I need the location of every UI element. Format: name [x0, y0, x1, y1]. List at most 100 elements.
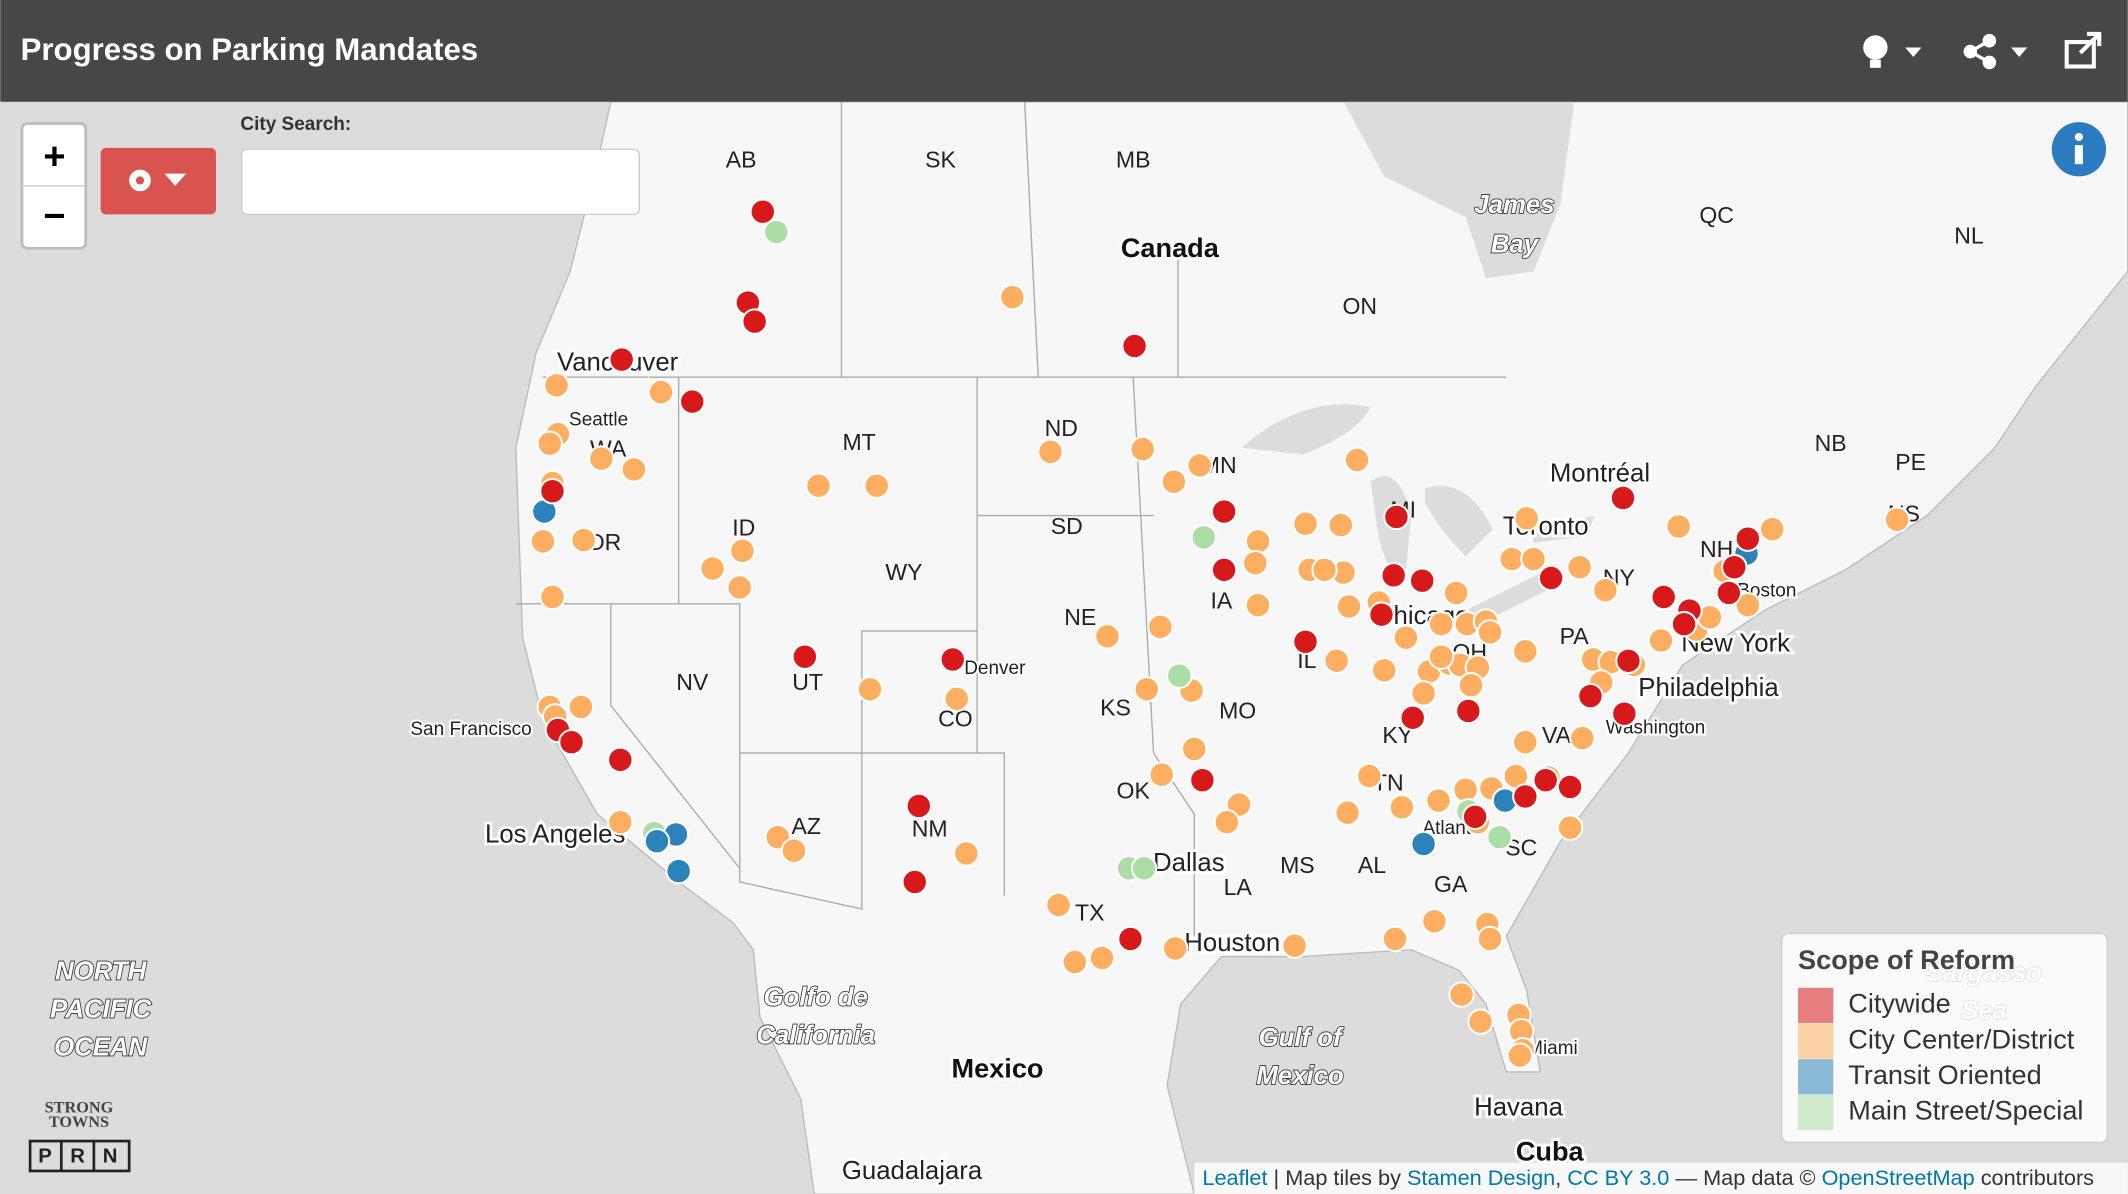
reform-marker[interactable]	[1129, 435, 1156, 463]
reform-marker[interactable]	[1133, 676, 1160, 703]
reform-marker[interactable]	[1721, 553, 1748, 581]
reform-marker[interactable]	[856, 676, 884, 703]
attribution-link[interactable]: CC BY 3.0	[1567, 1165, 1669, 1190]
reform-marker[interactable]	[1647, 627, 1675, 654]
reform-marker[interactable]	[1381, 925, 1409, 953]
reform-marker[interactable]	[1094, 623, 1121, 650]
attribution-link[interactable]: OpenStreetMap	[1822, 1165, 1975, 1190]
reform-marker[interactable]	[1148, 761, 1175, 788]
reform-marker[interactable]	[999, 283, 1026, 311]
reform-marker[interactable]	[1556, 814, 1584, 841]
reform-marker[interactable]	[749, 198, 777, 225]
reform-marker[interactable]	[1210, 556, 1238, 584]
reform-marker[interactable]	[1611, 700, 1638, 727]
reform-marker[interactable]	[1665, 513, 1692, 540]
reform-marker[interactable]	[805, 472, 832, 499]
reform-marker[interactable]	[1121, 332, 1148, 360]
reform-marker[interactable]	[1609, 484, 1637, 512]
reform-marker[interactable]	[863, 472, 890, 499]
reform-marker[interactable]	[1343, 446, 1371, 474]
reform-marker[interactable]	[620, 456, 648, 483]
reform-marker[interactable]	[679, 388, 706, 415]
reform-marker[interactable]	[1734, 525, 1762, 552]
reform-marker[interactable]	[588, 445, 615, 472]
reform-marker[interactable]	[1513, 505, 1540, 532]
reform-marker[interactable]	[1512, 638, 1539, 665]
reform-marker[interactable]	[1334, 799, 1361, 826]
reform-marker[interactable]	[1734, 591, 1762, 619]
reform-marker[interactable]	[1569, 724, 1596, 752]
reform-marker[interactable]	[1244, 528, 1272, 555]
reform-marker[interactable]	[1537, 564, 1565, 592]
reform-marker[interactable]	[1461, 803, 1489, 831]
zoom-in[interactable]: +	[43, 136, 65, 178]
reform-marker[interactable]	[1408, 567, 1436, 594]
reform-marker[interactable]	[729, 537, 756, 565]
reform-marker[interactable]	[1427, 643, 1455, 670]
reform-marker[interactable]	[1130, 855, 1158, 882]
reform-marker[interactable]	[763, 218, 790, 246]
reform-marker[interactable]	[543, 372, 570, 399]
reform-marker[interactable]	[1532, 766, 1559, 794]
reform-marker[interactable]	[1292, 628, 1319, 656]
reform-marker[interactable]	[1037, 438, 1064, 466]
settings-button[interactable]	[100, 147, 216, 215]
reform-marker[interactable]	[1323, 647, 1350, 674]
reform-marker[interactable]	[1392, 624, 1420, 651]
reform-marker[interactable]	[1370, 657, 1398, 684]
reform-marker[interactable]	[1650, 583, 1677, 611]
reform-marker[interactable]	[1556, 773, 1584, 801]
reform-marker[interactable]	[1117, 925, 1144, 953]
reform-marker[interactable]	[1088, 944, 1116, 972]
reform-marker[interactable]	[901, 868, 928, 896]
reform-marker[interactable]	[1383, 503, 1410, 531]
reform-marker[interactable]	[665, 857, 692, 885]
reform-marker[interactable]	[536, 430, 563, 457]
reform-marker[interactable]	[1311, 556, 1338, 584]
reform-marker[interactable]	[567, 693, 595, 721]
reform-marker[interactable]	[1388, 794, 1416, 821]
reform-marker[interactable]	[1883, 506, 1911, 533]
reform-marker[interactable]	[1670, 610, 1698, 638]
reform-marker[interactable]	[1759, 515, 1786, 543]
reform-marker[interactable]	[1506, 1042, 1534, 1069]
reform-marker[interactable]	[607, 746, 634, 774]
reform-marker[interactable]	[647, 378, 675, 406]
reform-marker[interactable]	[791, 643, 819, 670]
reform-marker[interactable]	[1210, 498, 1238, 525]
reform-marker[interactable]	[780, 837, 808, 864]
reform-marker[interactable]	[1455, 697, 1482, 725]
reform-marker[interactable]	[643, 827, 671, 855]
reform-marker[interactable]	[1399, 704, 1426, 731]
reform-marker[interactable]	[1442, 579, 1470, 607]
reform-marker[interactable]	[1335, 593, 1363, 620]
reform-marker[interactable]	[1476, 925, 1504, 953]
attribution-link[interactable]: Leaflet	[1202, 1165, 1267, 1190]
reform-marker[interactable]	[741, 308, 768, 335]
reform-marker[interactable]	[608, 346, 635, 373]
reform-marker[interactable]	[1213, 809, 1241, 836]
reform-marker[interactable]	[699, 555, 726, 582]
reform-marker[interactable]	[1476, 619, 1504, 646]
reform-marker[interactable]	[1520, 545, 1547, 573]
reform-marker[interactable]	[1190, 524, 1217, 551]
reform-marker[interactable]	[1368, 601, 1395, 628]
reform-marker[interactable]	[1281, 932, 1308, 959]
reform-marker[interactable]	[1181, 735, 1208, 763]
reform-marker[interactable]	[1327, 511, 1355, 539]
reform-marker[interactable]	[1147, 613, 1174, 641]
reform-marker[interactable]	[529, 528, 557, 555]
reform-marker[interactable]	[1512, 728, 1539, 756]
reform-marker[interactable]	[1380, 562, 1407, 589]
reform-marker[interactable]	[1425, 787, 1452, 814]
reform-marker[interactable]	[1410, 680, 1437, 707]
reform-marker[interactable]	[1421, 908, 1448, 935]
open-external[interactable]	[2064, 31, 2102, 69]
bulb-menu[interactable]	[1863, 35, 1922, 68]
reform-marker[interactable]	[539, 477, 566, 505]
reform-marker[interactable]	[1292, 510, 1319, 537]
reform-marker[interactable]	[905, 792, 933, 820]
reform-marker[interactable]	[1410, 830, 1437, 858]
reform-marker[interactable]	[1189, 766, 1216, 794]
reform-marker[interactable]	[1045, 891, 1072, 919]
